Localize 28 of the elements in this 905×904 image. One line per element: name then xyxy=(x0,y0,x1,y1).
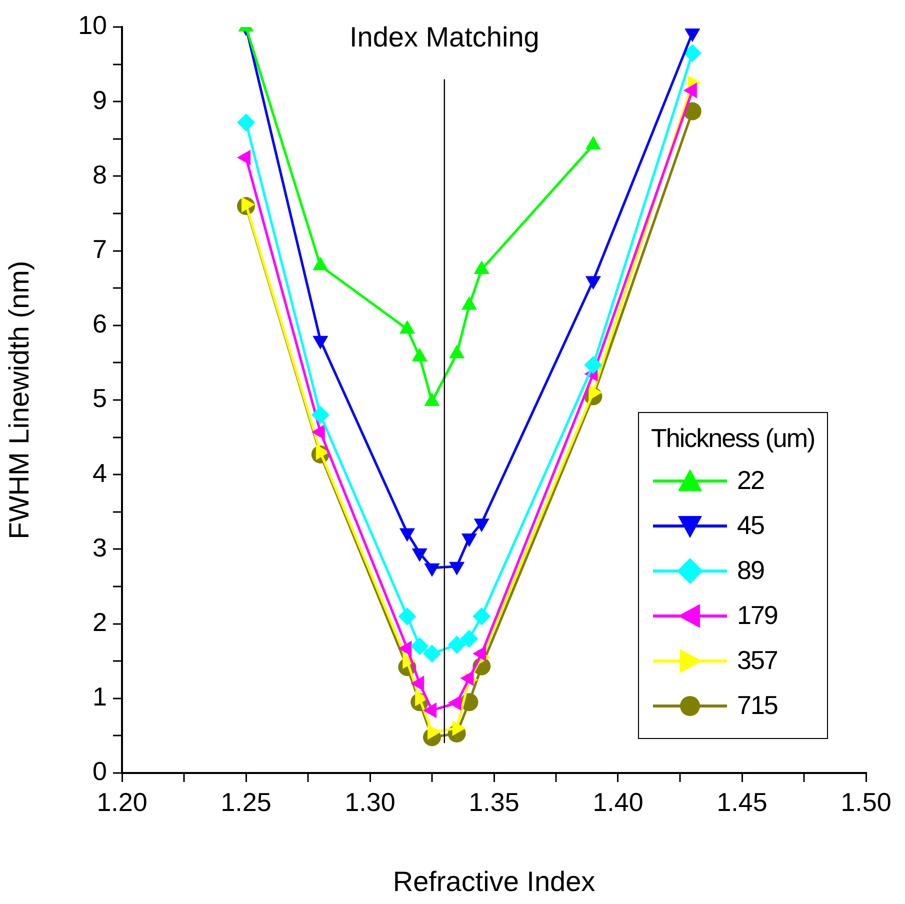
y-tick-label: 3 xyxy=(92,532,107,562)
y-tick-label: 0 xyxy=(92,756,107,786)
x-axis-title: Refractive Index xyxy=(392,866,596,897)
y-axis-title: FWHM Linewidth (nm) xyxy=(4,260,35,540)
y-tick-label: 9 xyxy=(92,84,107,115)
x-tick-label: 1.45 xyxy=(716,786,768,817)
y-tick-label: 8 xyxy=(92,159,107,190)
x-tick-label: 1.25 xyxy=(220,786,272,817)
y-tick-label: 10 xyxy=(78,10,107,40)
legend-label: 715 xyxy=(737,690,778,721)
x-tick-label: 1.35 xyxy=(468,786,520,817)
ref-line-label: Index Matching xyxy=(349,22,540,53)
y-tick-label: 7 xyxy=(92,234,107,264)
y-tick-label: 4 xyxy=(92,458,107,488)
x-tick-label: 1.50 xyxy=(840,786,892,817)
legend-label: 179 xyxy=(737,600,778,631)
y-tick-label: 6 xyxy=(92,308,107,339)
x-tick-label: 1.20 xyxy=(96,786,148,817)
x-tick-label: 1.30 xyxy=(344,786,396,817)
x-tick-label: 1.40 xyxy=(592,786,644,817)
legend-label: 357 xyxy=(737,645,778,676)
y-tick-label: 1 xyxy=(92,682,107,712)
legend-label: 89 xyxy=(737,555,764,586)
y-tick-label: 2 xyxy=(92,606,107,637)
legend-label: 22 xyxy=(737,465,764,496)
legend-label: 45 xyxy=(737,510,764,541)
legend-title: Thickness (um) xyxy=(651,423,815,454)
y-tick-label: 5 xyxy=(92,383,107,414)
